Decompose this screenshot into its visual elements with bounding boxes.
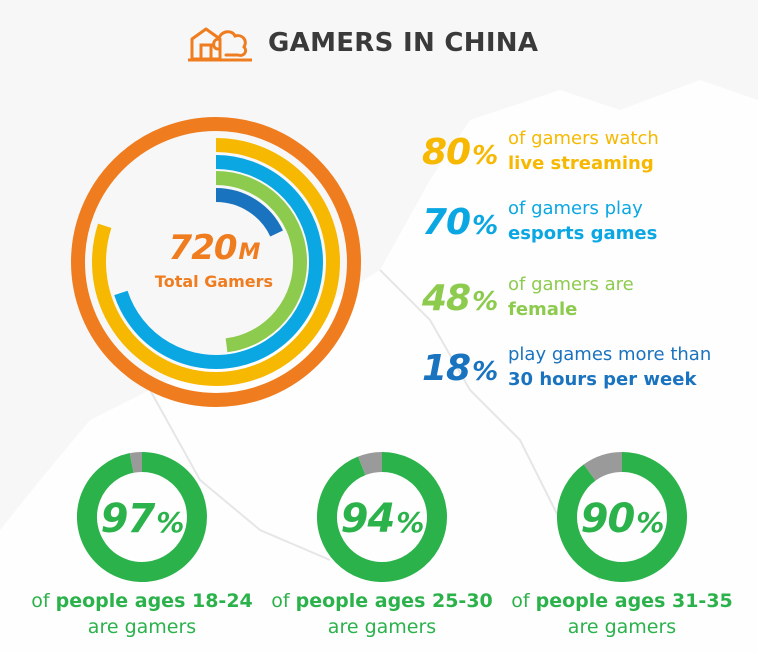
donut-slice-rest (129, 452, 143, 473)
radial-chart (71, 117, 361, 407)
stat-percent: 18% (422, 348, 498, 389)
donut-percent: 90% (502, 496, 742, 542)
donut-chart (557, 452, 687, 582)
donut-caption: of people ages 18-24 are gamers (22, 588, 262, 640)
stat-line2: live streaming (508, 153, 654, 174)
stat-line1: of gamers are (508, 274, 634, 295)
stat-percent-value: 48 (422, 278, 471, 319)
stat-percent: 48% (422, 278, 498, 319)
total-gamers-label: Total Gamers (154, 272, 274, 291)
ring-arc-3 (215, 188, 283, 237)
donut-percent-value: 97 (100, 496, 156, 542)
donut-slice-gamers (77, 452, 207, 582)
stat-line2: esports games (508, 223, 658, 244)
stat-percent-value: 18 (422, 348, 471, 389)
ring-arc-2 (215, 171, 307, 353)
caption-prefix: of (511, 590, 530, 612)
stat-line1: of gamers play (508, 198, 643, 219)
caption-line2: are gamers (327, 616, 437, 638)
header: GAMERS IN CHINA (188, 18, 538, 68)
donut-chart (317, 452, 447, 582)
donut-percent-value: 94 (340, 496, 396, 542)
donut-slice-gamers (317, 452, 447, 582)
caption-line2: are gamers (87, 616, 197, 638)
stat-percent: 70% (422, 202, 498, 243)
stat-line1: play games more than (508, 344, 712, 365)
total-gamers-value: 720M (124, 228, 304, 268)
stat-line2: female (508, 299, 578, 320)
stat-percent-value: 80 (422, 132, 471, 173)
ring-total-gamers (71, 117, 361, 407)
donut-caption: of people ages 25-30 are gamers (262, 588, 502, 640)
donut-percent-value: 90 (580, 496, 636, 542)
stat-text: of gamers play esports games (508, 196, 758, 246)
ring-arc-1 (114, 155, 323, 369)
stat-line2: 30 hours per week (508, 369, 697, 390)
ring-arc-0 (92, 138, 340, 386)
donut-percent: 97% (22, 496, 262, 542)
percent-sign: % (472, 211, 498, 241)
caption-prefix: of (31, 590, 50, 612)
stat-line1: of gamers watch (508, 128, 659, 149)
percent-sign: % (396, 506, 424, 539)
percent-sign: % (472, 141, 498, 171)
stat-text: of gamers are female (508, 272, 758, 322)
donut-chart (77, 452, 207, 582)
donut-percent: 94% (262, 496, 502, 542)
total-gamers-unit: M (238, 240, 261, 265)
percent-sign: % (472, 357, 498, 387)
donut-slice-rest (583, 452, 623, 481)
stat-percent-value: 70 (422, 202, 471, 243)
caption-bold: people ages 31-35 (535, 590, 733, 612)
caption-line2: are gamers (567, 616, 677, 638)
percent-sign: % (156, 506, 184, 539)
page-title: GAMERS IN CHINA (268, 28, 539, 58)
donut-slice-rest (358, 452, 383, 476)
donut-caption: of people ages 31-35 are gamers (502, 588, 742, 640)
house-cloud-icon (188, 27, 252, 62)
percent-sign: % (636, 506, 664, 539)
caption-bold: people ages 18-24 (55, 590, 253, 612)
percent-sign: % (472, 287, 498, 317)
caption-prefix: of (271, 590, 290, 612)
stat-text: play games more than 30 hours per week (508, 342, 758, 392)
caption-bold: people ages 25-30 (295, 590, 493, 612)
stat-text: of gamers watch live streaming (508, 126, 758, 176)
stat-percent: 80% (422, 132, 498, 173)
donut-slice-gamers (557, 452, 687, 582)
total-gamers-number: 720 (168, 228, 238, 268)
